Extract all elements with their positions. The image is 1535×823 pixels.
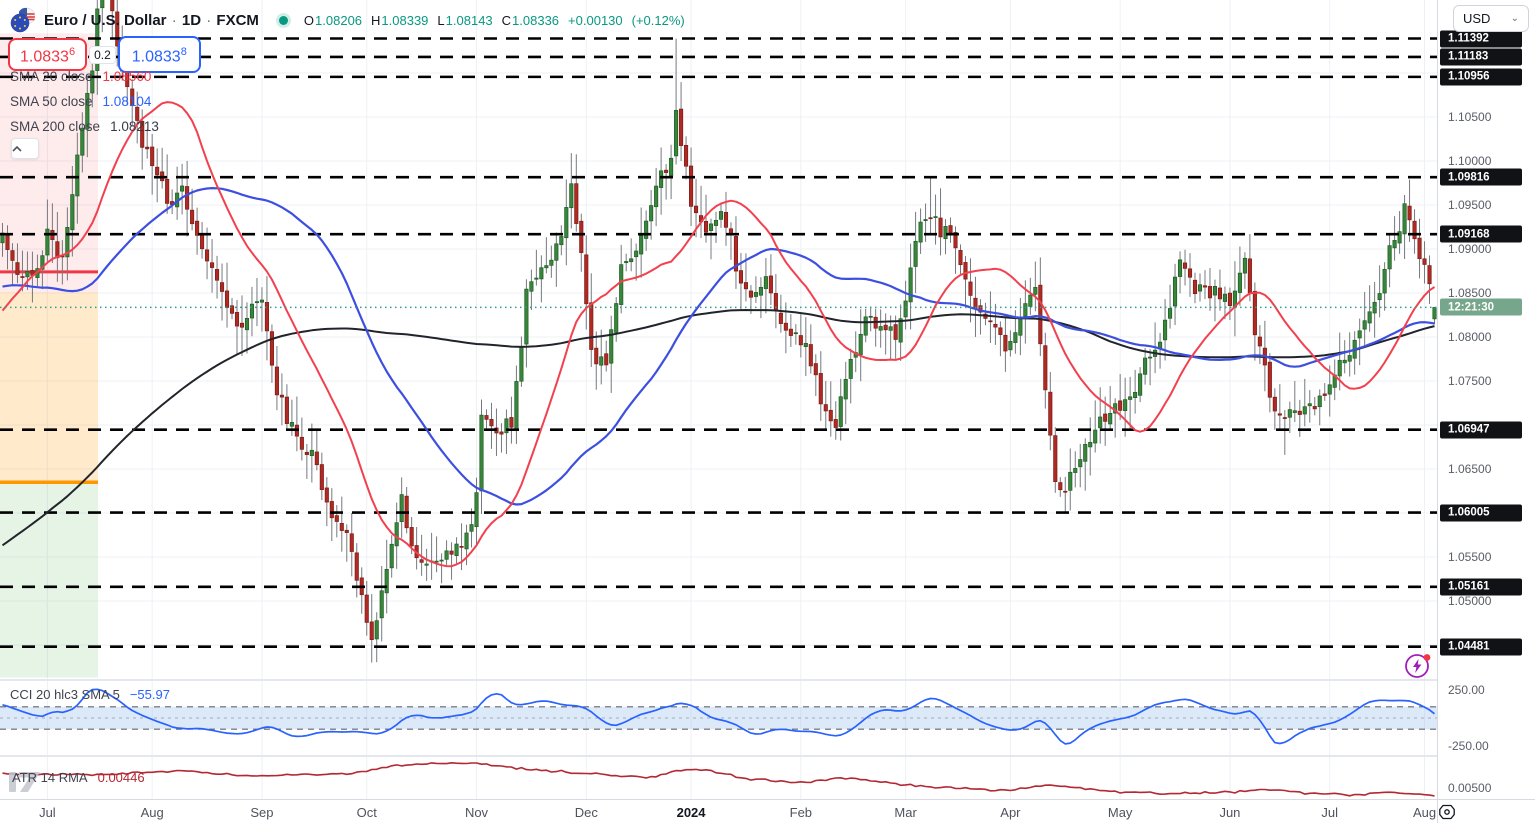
legend-sma20[interactable]: SMA 20 close 1.08560 xyxy=(10,69,152,84)
time-axis-month-label: Feb xyxy=(789,805,813,820)
lower-zone[interactable] xyxy=(0,481,98,678)
time-axis-month-label: Sep xyxy=(250,805,274,820)
price-tick-label: 1.06500 xyxy=(1448,462,1492,476)
chevron-up-icon xyxy=(12,145,22,152)
axis-settings-corner[interactable] xyxy=(1437,799,1535,823)
legend-sma200[interactable]: SMA 200 close 1.08213 xyxy=(10,119,159,134)
time-axis-month-label: Jun xyxy=(1219,805,1241,820)
time-axis-month-label: Nov xyxy=(464,805,489,820)
exchange-label: FXCM xyxy=(216,11,259,29)
time-axis-month-label: Apr xyxy=(1000,805,1021,820)
price-level-badge: 1.04481 xyxy=(1440,638,1522,656)
price-axis[interactable]: 1.10500 1.10000 1.09500 1.09000 1.08500 1.080… xyxy=(1437,0,1535,823)
price-level-badge: 1.11392 xyxy=(1440,30,1522,47)
change-value: +0.00130 xyxy=(568,12,623,28)
time-axis-month-label: Jul xyxy=(1321,805,1339,820)
time-axis-month-label: Mar xyxy=(894,805,917,820)
cci-line xyxy=(2,688,1436,745)
time-axis-month-label: Jul xyxy=(39,805,56,820)
collapse-legend-button[interactable] xyxy=(11,138,39,159)
open-value: 1.08206 xyxy=(315,12,363,28)
price-tick-label: 1.05000 xyxy=(1448,594,1492,608)
chevron-down-icon: ⌄ xyxy=(1510,13,1519,24)
price-tick-label: 1.09500 xyxy=(1448,198,1492,212)
indicator-legend: SMA 20 close 1.08560 SMA 50 close 1.0810… xyxy=(10,64,159,139)
axis-settings-icon xyxy=(1439,804,1455,820)
atr-pane-canvas[interactable] xyxy=(0,757,1437,799)
cci-value: −55.97 xyxy=(129,687,170,702)
time-axis-year-label: 2024 xyxy=(676,805,706,820)
price-tick-label: 1.09000 xyxy=(1448,242,1492,256)
separator-dot: · xyxy=(206,11,212,29)
cci-pane-canvas[interactable] xyxy=(0,681,1437,755)
price-level-badge: 1.11183 xyxy=(1440,48,1522,66)
price-tick-label: 1.10000 xyxy=(1448,154,1492,168)
sma50-value: 1.08104 xyxy=(102,94,152,109)
sma20-value: 1.08560 xyxy=(102,69,152,84)
price-level-badge: 1.10956 xyxy=(1440,68,1522,86)
low-value: 1.08143 xyxy=(445,12,493,28)
price-level-badge: 1.09816 xyxy=(1440,168,1522,186)
time-axis-month-label: May xyxy=(1107,805,1133,820)
spread-value: 0.2 xyxy=(89,45,116,64)
high-value: 1.08339 xyxy=(381,12,429,28)
time-axis-month-label: Oct xyxy=(356,805,377,820)
atr-indicator-row[interactable]: ATR 14 RMA 0.00446 xyxy=(12,770,145,785)
price-tick-label: 1.10500 xyxy=(1448,110,1492,124)
sell-button[interactable]: 1.08336 xyxy=(8,38,88,72)
sma200-line[interactable] xyxy=(1,309,1435,547)
trade-panel: 1.08336 0.2 1.08338 xyxy=(8,36,201,74)
separator-dot: · xyxy=(171,11,177,29)
pane-separator[interactable] xyxy=(0,679,1437,681)
currency-dropdown[interactable]: USD ⌄ xyxy=(1453,5,1529,32)
atr-line xyxy=(2,762,1435,797)
middle-zone[interactable] xyxy=(0,292,98,482)
symbol-title[interactable]: Euro / U.S. Dollar · 1D · FXCM xyxy=(44,11,259,29)
buy-button[interactable]: 1.08338 xyxy=(117,36,201,74)
pane-separator[interactable] xyxy=(0,755,1437,757)
cci-indicator-row[interactable]: CCI 20 hlc3 SMA 5 −55.97 xyxy=(10,687,170,702)
bar-countdown-badge: 12:21:30 xyxy=(1440,298,1522,316)
price-pane-canvas[interactable] xyxy=(0,0,1437,679)
instant-trading-lightning-icon[interactable] xyxy=(1403,651,1433,681)
price-level-badge: 1.06005 xyxy=(1440,504,1522,522)
close-value: 1.08336 xyxy=(512,12,560,28)
currency-pair-icon xyxy=(10,7,36,33)
interval-label[interactable]: 1D xyxy=(181,11,202,29)
sma50-line[interactable] xyxy=(2,187,1435,506)
price-tick-label: 1.08000 xyxy=(1448,330,1492,344)
price-level-badge: 1.09168 xyxy=(1440,225,1522,243)
price-tick-label: 1.07500 xyxy=(1448,374,1492,388)
market-status-icon[interactable] xyxy=(278,15,288,25)
time-axis[interactable]: Jul Aug Sep Oct Nov Dec 2024 Feb Mar Apr May Jun Jul… xyxy=(0,799,1437,823)
ohlc-values: O1.08206 H1.08339 L1.08143 C1.08336 +0.0… xyxy=(303,12,685,28)
price-tick-label: 1.08500 xyxy=(1448,286,1492,300)
chart-header: Euro / U.S. Dollar · 1D · FXCM O1.08206 … xyxy=(10,7,685,33)
atr-axis-label: 0.00500 xyxy=(1448,780,1492,795)
price-level-badge: 1.06947 xyxy=(1440,421,1522,439)
atr-value: 0.00446 xyxy=(97,770,145,785)
change-pct-value: (+0.12%) xyxy=(631,12,685,28)
price-tick-label: 1.05500 xyxy=(1448,550,1492,564)
legend-sma50[interactable]: SMA 50 close 1.08104 xyxy=(10,94,152,109)
cci-axis-label: -250.00 xyxy=(1448,739,1489,753)
cci-axis-label: 250.00 xyxy=(1448,683,1485,697)
price-level-badge: 1.05161 xyxy=(1440,578,1522,596)
sma200-value: 1.08213 xyxy=(110,119,159,134)
time-axis-month-label: Aug xyxy=(1412,805,1437,820)
time-axis-month-label: Aug xyxy=(140,805,164,820)
time-axis-month-label: Dec xyxy=(574,805,598,820)
sma20-line[interactable] xyxy=(1,101,1436,568)
